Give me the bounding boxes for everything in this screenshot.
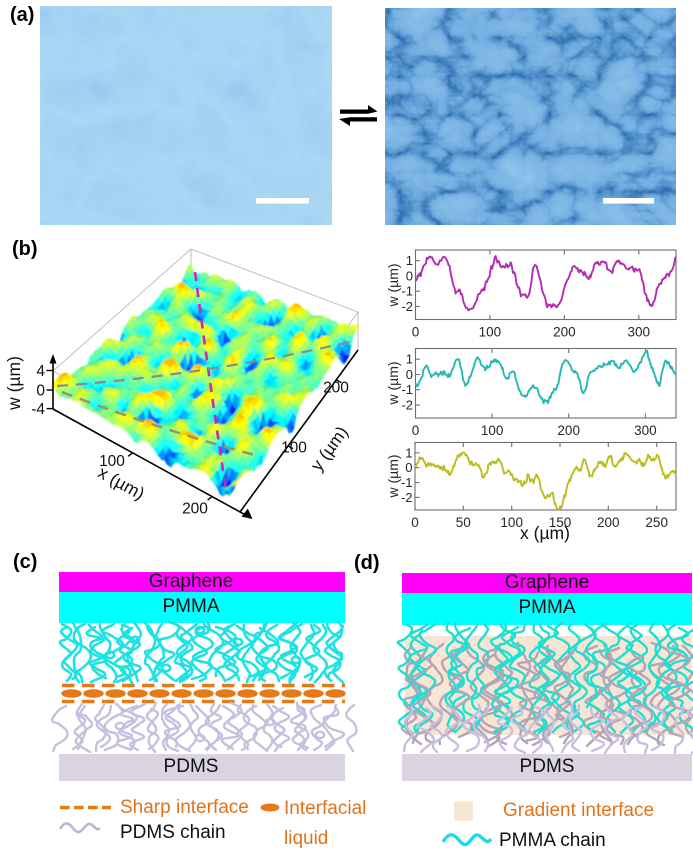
svg-text:-2: -2 xyxy=(401,398,413,413)
svg-text:100: 100 xyxy=(99,453,125,470)
svg-text:100: 100 xyxy=(479,325,502,340)
svg-text:1: 1 xyxy=(406,253,413,268)
svg-text:1: 1 xyxy=(406,352,413,367)
svg-text:y (µm): y (µm) xyxy=(306,422,352,474)
svg-text:200: 200 xyxy=(182,501,208,518)
svg-text:-2: -2 xyxy=(401,490,413,505)
svg-text:0: 0 xyxy=(36,383,45,400)
svg-text:0: 0 xyxy=(411,515,419,530)
svg-text:w (µm): w (µm) xyxy=(385,361,401,405)
svg-text:-4: -4 xyxy=(31,401,45,418)
svg-text:4: 4 xyxy=(36,363,45,380)
svg-text:-1: -1 xyxy=(401,475,413,490)
svg-text:200: 200 xyxy=(557,423,580,438)
svg-text:-2: -2 xyxy=(401,299,413,314)
svg-text:200: 200 xyxy=(553,325,576,340)
svg-text:0: 0 xyxy=(412,423,420,438)
svg-text:w (µm): w (µm) xyxy=(4,356,24,411)
svg-text:1: 1 xyxy=(405,445,412,460)
svg-text:200: 200 xyxy=(323,380,349,397)
svg-text:200: 200 xyxy=(597,515,620,530)
svg-text:250: 250 xyxy=(645,515,668,530)
svg-text:300: 300 xyxy=(628,325,651,340)
svg-text:50: 50 xyxy=(456,515,471,530)
svg-text:0: 0 xyxy=(405,460,412,475)
svg-text:100: 100 xyxy=(500,515,523,530)
svg-text:x (µm): x (µm) xyxy=(520,523,570,543)
svg-text:w (µm): w (µm) xyxy=(385,263,401,307)
svg-text:100: 100 xyxy=(281,440,307,457)
svg-text:0: 0 xyxy=(406,367,413,382)
svg-text:w (µm): w (µm) xyxy=(385,454,401,498)
svg-text:-1: -1 xyxy=(401,284,413,299)
svg-text:-1: -1 xyxy=(401,382,413,397)
svg-text:150: 150 xyxy=(549,515,572,530)
svg-text:300: 300 xyxy=(634,423,657,438)
svg-text:100: 100 xyxy=(481,423,504,438)
svg-text:0: 0 xyxy=(406,269,413,284)
svg-text:0: 0 xyxy=(412,325,420,340)
